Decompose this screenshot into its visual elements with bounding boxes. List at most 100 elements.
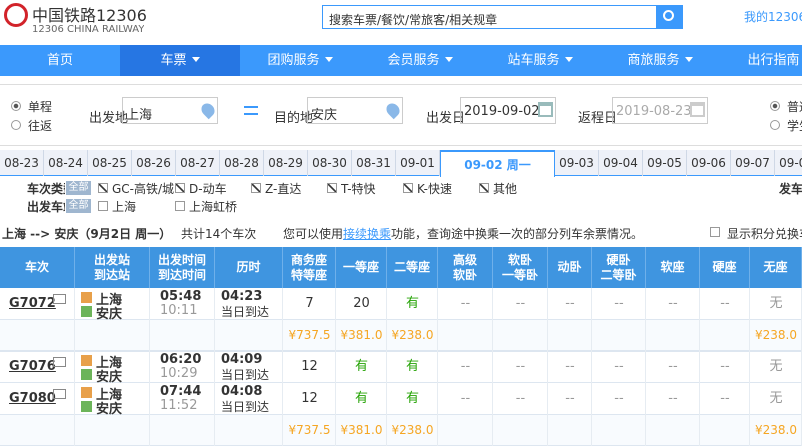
cell-border [591,383,592,415]
price: ¥238.0 [391,423,434,437]
checkbox[interactable] [175,201,185,211]
cell-border [437,383,438,415]
to-station: 安庆 [96,402,123,417]
cell-border [74,383,75,415]
cell-border [214,415,215,446]
date-tab[interactable]: 09-05 [643,150,687,176]
cell-border [386,351,387,383]
checkbox[interactable] [251,183,261,193]
cell-border [591,415,592,446]
header-label: 软卧 [452,267,477,282]
field-input[interactable]: 2019-09-02 [460,97,556,124]
radio[interactable] [770,120,780,130]
train-icon [53,357,66,367]
cell-border [699,288,700,320]
field-input[interactable]: 安庆 [307,97,403,124]
cell-border [214,320,215,351]
nav-label: 站车服务 [507,53,560,68]
date-tab[interactable]: 09-02 周一 [440,150,555,177]
date-tab[interactable]: 08-31 [352,150,396,176]
tip-link[interactable]: 接续换乘 [343,227,392,241]
cell-border [437,288,438,320]
checkbox[interactable] [479,183,489,193]
cell-border [335,320,336,351]
header-cell: 动卧 [548,247,592,288]
date-tab[interactable]: 09-04 [599,150,643,176]
all-badge[interactable]: 全部 [66,181,91,195]
header-label: 出发站 [93,252,130,267]
header-label: 软座 [660,260,685,274]
seat-count: 有 [354,391,368,406]
date-tab[interactable]: 08-27 [176,150,220,176]
nav-label: 商旅服务 [627,53,680,68]
train-number[interactable]: G7080 [9,391,56,406]
date-tab[interactable]: 09-01 [396,150,440,176]
header-cell: 出发时间 到达时间 [150,247,215,288]
date-tab[interactable]: 09-03 [555,150,599,176]
checkbox[interactable] [98,183,108,193]
checkbox[interactable] [710,227,720,237]
cell-border [335,383,336,415]
my-account[interactable]: 我的12306 [744,10,802,24]
nav-item[interactable]: 会员服务 [360,45,480,76]
arrival-day: 当日到达 [221,400,270,414]
header-cell: 车次 [0,247,75,288]
field-input[interactable]: 2019-08-23 [612,97,708,124]
type-option: 其他 [493,182,518,196]
date-tab[interactable]: 08-24 [44,150,88,176]
header-label: 特等座 [290,267,327,282]
search-button[interactable] [656,5,683,29]
train-number[interactable]: G7072 [9,296,56,311]
duration: 04:23 [221,289,263,304]
price: ¥381.0 [340,423,383,437]
filter-label: 出发车站 [27,200,65,214]
radio[interactable] [770,101,780,111]
header-cell: 软座 [646,247,700,288]
checkbox[interactable] [327,183,337,193]
swap-icon[interactable] [244,106,258,115]
price: ¥737.5 [288,423,331,437]
all-badge[interactable]: 全部 [66,199,91,213]
seat-count: -- [614,391,624,406]
nav-item[interactable]: 首页 [0,45,120,76]
type-option: GC-高铁/城际 [112,182,174,196]
header-label: 一等卧 [501,267,538,282]
stop-badge [81,401,92,412]
date-tab[interactable]: 08-28 [220,150,264,176]
checkbox[interactable] [98,201,108,211]
nav-item[interactable]: 出行指南 [720,45,802,76]
header-label: 高级 [452,252,477,267]
checkbox[interactable] [175,183,185,193]
date-tab[interactable]: 08-26 [132,150,176,176]
passenger-type: 普通 [787,100,802,114]
field-input[interactable]: 上海 [122,97,218,124]
train-number[interactable]: G7076 [9,359,56,374]
seat-count: 有 [405,359,419,374]
nav-arrow [564,57,573,66]
date-tab[interactable]: 08-23 [0,150,44,176]
nav-item[interactable]: 站车服务 [480,45,600,76]
row-bg [0,383,802,415]
cell-border [74,415,75,446]
logo: 中国铁路12306 [32,6,147,25]
date-tab[interactable]: 09-06 [687,150,731,176]
checkbox[interactable] [403,183,413,193]
cell-border [335,288,336,320]
seat-count: 无 [769,296,783,311]
nav-item[interactable]: 团购服务 [240,45,360,76]
seat-count: -- [720,359,730,374]
nav-item[interactable]: 车票 [120,45,240,76]
date-tab[interactable]: 08-25 [88,150,132,176]
nav-item[interactable]: 商旅服务 [600,45,720,76]
date-tab[interactable]: 08-30 [308,150,352,176]
count: 共计14个车次 [181,227,257,241]
header-cell: 软卧 一等卧 [493,247,548,288]
radio[interactable] [11,101,21,111]
date-tab[interactable]: 09-07 [731,150,775,176]
search-box[interactable]: 搜索车票/餐饮/常旅客/相关规章 [322,5,658,29]
date-tab[interactable]: 08-29 [264,150,308,176]
radio[interactable] [11,120,21,130]
header-label: 软卧 [507,252,532,267]
cell-border [492,351,493,383]
date-tab[interactable]: 09-08 [775,150,802,176]
